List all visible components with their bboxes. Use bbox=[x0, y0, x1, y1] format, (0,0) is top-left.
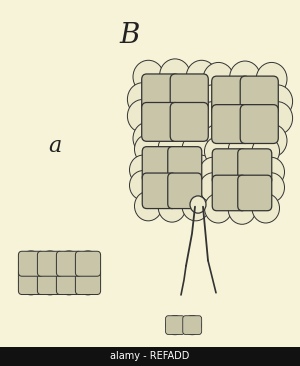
Circle shape bbox=[76, 251, 100, 277]
FancyBboxPatch shape bbox=[18, 251, 44, 276]
Circle shape bbox=[133, 122, 164, 155]
FancyBboxPatch shape bbox=[18, 269, 44, 295]
Circle shape bbox=[182, 191, 209, 221]
FancyBboxPatch shape bbox=[38, 269, 63, 295]
FancyBboxPatch shape bbox=[170, 102, 208, 141]
Circle shape bbox=[76, 269, 100, 295]
Circle shape bbox=[230, 126, 260, 158]
Circle shape bbox=[19, 269, 43, 295]
FancyBboxPatch shape bbox=[56, 251, 82, 276]
Circle shape bbox=[160, 59, 191, 92]
Circle shape bbox=[38, 251, 62, 277]
Text: alamy - REFADD: alamy - REFADD bbox=[110, 351, 190, 361]
Circle shape bbox=[38, 269, 62, 295]
Circle shape bbox=[133, 60, 164, 93]
Circle shape bbox=[186, 60, 217, 93]
FancyBboxPatch shape bbox=[168, 173, 202, 209]
Circle shape bbox=[187, 171, 214, 200]
FancyBboxPatch shape bbox=[75, 269, 100, 295]
Circle shape bbox=[187, 155, 214, 185]
Circle shape bbox=[256, 63, 287, 96]
Circle shape bbox=[257, 157, 284, 187]
FancyBboxPatch shape bbox=[142, 173, 176, 209]
Circle shape bbox=[186, 122, 217, 155]
FancyBboxPatch shape bbox=[212, 175, 246, 211]
Circle shape bbox=[128, 83, 158, 116]
FancyBboxPatch shape bbox=[142, 102, 180, 141]
FancyBboxPatch shape bbox=[183, 316, 202, 335]
Circle shape bbox=[192, 83, 223, 116]
FancyBboxPatch shape bbox=[238, 175, 272, 211]
Bar bbox=[0, 347, 300, 366]
Circle shape bbox=[256, 124, 287, 157]
Circle shape bbox=[262, 85, 292, 118]
Circle shape bbox=[158, 133, 186, 163]
Circle shape bbox=[190, 196, 206, 213]
FancyBboxPatch shape bbox=[212, 105, 250, 143]
Circle shape bbox=[134, 134, 162, 164]
Circle shape bbox=[200, 157, 227, 187]
FancyBboxPatch shape bbox=[212, 76, 250, 115]
Text: B: B bbox=[120, 22, 140, 49]
Circle shape bbox=[205, 137, 232, 166]
FancyBboxPatch shape bbox=[240, 105, 278, 143]
FancyBboxPatch shape bbox=[240, 76, 278, 115]
Circle shape bbox=[158, 193, 186, 222]
Circle shape bbox=[166, 315, 184, 335]
FancyBboxPatch shape bbox=[38, 251, 63, 276]
Circle shape bbox=[192, 100, 223, 132]
FancyBboxPatch shape bbox=[142, 147, 176, 182]
Circle shape bbox=[230, 61, 260, 94]
Circle shape bbox=[252, 193, 280, 223]
FancyBboxPatch shape bbox=[166, 316, 184, 335]
Circle shape bbox=[200, 173, 227, 202]
Circle shape bbox=[160, 123, 191, 156]
Circle shape bbox=[205, 193, 232, 223]
Circle shape bbox=[262, 102, 292, 135]
FancyBboxPatch shape bbox=[212, 149, 246, 184]
FancyBboxPatch shape bbox=[238, 149, 272, 184]
Circle shape bbox=[130, 171, 157, 200]
FancyBboxPatch shape bbox=[142, 74, 180, 113]
Circle shape bbox=[128, 100, 158, 132]
Circle shape bbox=[57, 251, 81, 277]
FancyBboxPatch shape bbox=[75, 251, 100, 276]
FancyBboxPatch shape bbox=[168, 147, 202, 182]
FancyBboxPatch shape bbox=[56, 269, 82, 295]
Circle shape bbox=[228, 195, 256, 224]
Circle shape bbox=[203, 63, 234, 96]
Circle shape bbox=[130, 155, 157, 185]
Circle shape bbox=[197, 102, 228, 135]
Circle shape bbox=[182, 134, 209, 164]
Circle shape bbox=[228, 135, 256, 165]
Circle shape bbox=[134, 191, 162, 221]
Circle shape bbox=[197, 85, 228, 118]
Circle shape bbox=[57, 269, 81, 295]
Circle shape bbox=[257, 173, 284, 202]
Circle shape bbox=[252, 137, 280, 166]
Text: a: a bbox=[48, 135, 62, 157]
Circle shape bbox=[183, 315, 201, 335]
FancyBboxPatch shape bbox=[170, 74, 208, 113]
Circle shape bbox=[19, 251, 43, 277]
Circle shape bbox=[203, 124, 234, 157]
